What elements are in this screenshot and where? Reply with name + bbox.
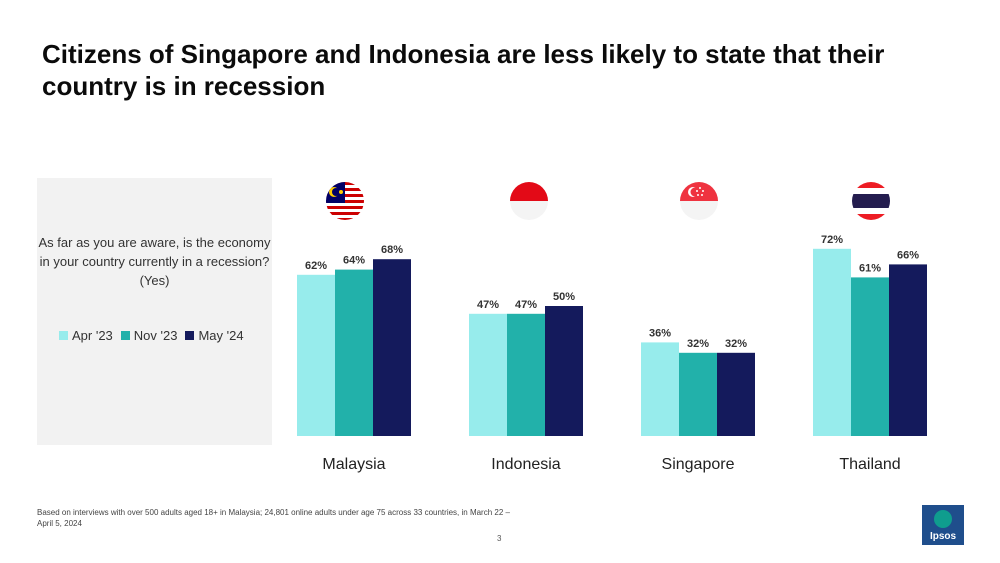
bar-singapore-nov23 bbox=[679, 352, 717, 436]
category-label-indonesia: Indonesia bbox=[491, 456, 560, 473]
legend-label-apr23: Apr '23 bbox=[72, 328, 113, 343]
bar-indonesia-may24 bbox=[545, 306, 583, 436]
legend-swatch-may24 bbox=[185, 331, 195, 340]
bar-indonesia-nov23 bbox=[507, 313, 545, 436]
data-label-singapore-may24: 32% bbox=[725, 338, 747, 350]
ipsos-logo-mark bbox=[934, 510, 952, 528]
bar-malaysia-apr23 bbox=[297, 274, 335, 436]
data-label-thailand-may24: 66% bbox=[897, 249, 919, 261]
bar-malaysia-nov23 bbox=[335, 269, 373, 436]
bar-indonesia-apr23 bbox=[469, 313, 507, 436]
category-label-singapore: Singapore bbox=[662, 456, 735, 473]
ipsos-logo: Ipsos bbox=[922, 505, 964, 545]
data-label-indonesia-may24: 50% bbox=[553, 291, 575, 303]
data-label-thailand-apr23: 72% bbox=[821, 234, 843, 246]
data-label-malaysia-may24: 68% bbox=[381, 244, 403, 256]
data-label-malaysia-apr23: 62% bbox=[305, 260, 327, 272]
bar-malaysia-may24 bbox=[373, 259, 411, 436]
page-title: Citizens of Singapore and Indonesia are … bbox=[42, 39, 885, 101]
singapore-flag-icon bbox=[680, 182, 718, 220]
bar-thailand-apr23 bbox=[813, 248, 851, 436]
bar-thailand-may24 bbox=[889, 264, 927, 436]
question-text: As far as you are aware, is the economy … bbox=[38, 235, 271, 288]
legend-label-nov23: Nov '23 bbox=[133, 328, 178, 343]
malaysia-flag-icon bbox=[326, 182, 364, 220]
thailand-flag-icon bbox=[852, 182, 890, 220]
chart-legend: Apr '23 Nov '23 May '24 bbox=[59, 328, 244, 343]
legend-swatch-apr23 bbox=[59, 331, 68, 340]
question-panel: As far as you are aware, is the economy … bbox=[37, 178, 272, 445]
data-label-malaysia-nov23: 64% bbox=[343, 255, 365, 267]
legend-item-apr23: Apr '23 bbox=[59, 328, 113, 343]
data-label-indonesia-apr23: 47% bbox=[477, 299, 499, 311]
indonesia-flag-icon bbox=[510, 182, 548, 220]
bar-singapore-may24 bbox=[717, 352, 755, 436]
data-label-singapore-apr23: 36% bbox=[649, 327, 671, 339]
legend-item-nov23: Nov '23 bbox=[120, 328, 178, 343]
category-label-malaysia: Malaysia bbox=[322, 456, 385, 473]
page-number: 3 bbox=[497, 534, 502, 543]
footnote: Based on interviews with over 500 adults… bbox=[37, 508, 510, 528]
ipsos-logo-text: Ipsos bbox=[929, 531, 957, 542]
data-label-thailand-nov23: 61% bbox=[859, 262, 881, 274]
bars-layer: 62% 64% 68% Malaysia 47% 47% 50% Indonesia 36% 32… bbox=[297, 234, 927, 473]
bar-thailand-nov23 bbox=[851, 277, 889, 436]
category-label-thailand: Thailand bbox=[839, 456, 900, 473]
data-label-indonesia-nov23: 47% bbox=[515, 299, 537, 311]
data-label-singapore-nov23: 32% bbox=[687, 338, 709, 350]
legend-swatch-nov23 bbox=[120, 331, 130, 340]
legend-label-may24: May '24 bbox=[198, 328, 244, 343]
legend-item-may24: May '24 bbox=[185, 328, 244, 343]
bar-singapore-apr23 bbox=[641, 342, 679, 436]
